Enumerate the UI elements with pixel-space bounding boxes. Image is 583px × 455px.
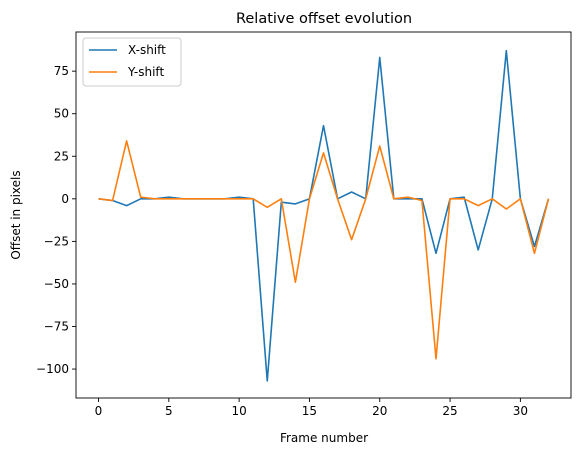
y-tick-label: 25: [54, 149, 69, 163]
legend-label-x-shift: X-shift: [128, 43, 166, 57]
x-axis-ticks: 0 5 10 15 20 25 30: [95, 398, 528, 418]
series-line-x-shift: [98, 49, 550, 382]
y-tick-label: 0: [61, 192, 69, 206]
x-tick-label: 30: [513, 404, 528, 418]
x-tick-label: 25: [442, 404, 457, 418]
legend: X-shift Y-shift: [82, 37, 182, 87]
x-tick-label: 15: [302, 404, 317, 418]
y-axis-label: Offset in pixels: [9, 170, 23, 259]
y-tick-label: −75: [44, 320, 69, 334]
y-tick-label: 50: [54, 107, 69, 121]
chart-title: Relative offset evolution: [236, 11, 412, 27]
plot-area-frame: [75, 31, 572, 399]
y-tick-label: −25: [44, 234, 69, 248]
x-axis-label: Frame number: [280, 431, 368, 445]
x-tick-label: 0: [95, 404, 103, 418]
x-tick-label: 5: [165, 404, 173, 418]
y-tick-label: 75: [54, 64, 69, 78]
x-tick-label: 10: [231, 404, 246, 418]
y-axis-ticks: −100 −75 −50 −25 0 25 50 75: [36, 64, 76, 376]
x-tick-label: 20: [372, 404, 387, 418]
y-tick-label: −100: [36, 362, 69, 376]
series-line-y-shift: [98, 140, 550, 360]
y-tick-label: −50: [44, 277, 69, 291]
legend-label-y-shift: Y-shift: [127, 65, 164, 79]
plot-lines: [98, 49, 550, 382]
